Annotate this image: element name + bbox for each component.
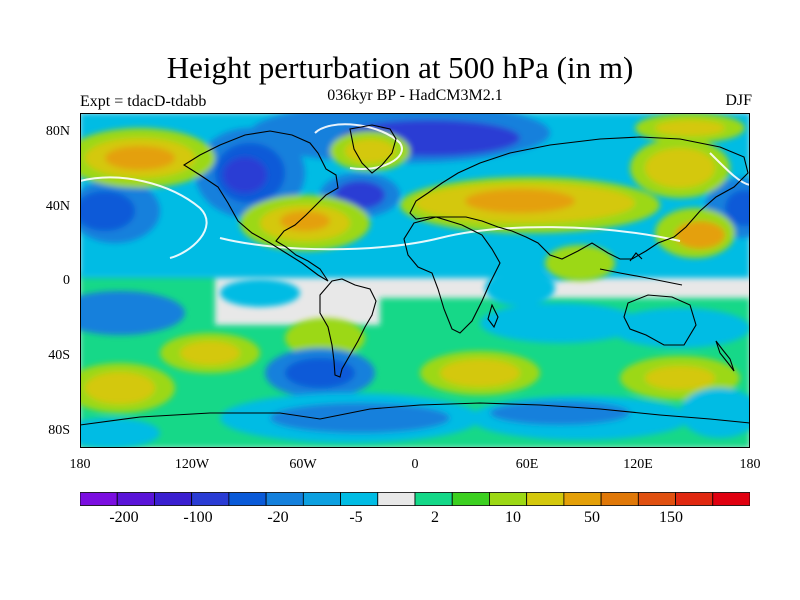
colorbar-swatch (80, 492, 118, 506)
contour-features (80, 113, 750, 448)
coastlines (80, 124, 750, 426)
colorbar-swatch (377, 492, 416, 506)
lat-label-80s: 80S (48, 423, 70, 438)
height-perturbation-map (80, 113, 750, 448)
lon-label-120w: 120W (174, 457, 210, 472)
season-label: DJF (725, 92, 752, 109)
colorbar-label: -5 (349, 509, 363, 526)
colorbar-swatch (340, 492, 379, 506)
colorbar-label: 10 (505, 509, 521, 526)
colorbar-label: -100 (183, 509, 213, 526)
lat-label-40n: 40N (45, 199, 70, 214)
colorbar-label: -20 (267, 509, 289, 526)
colorbar-swatch (414, 492, 453, 506)
colorbar-swatch (228, 492, 267, 506)
colorbar-swatch (563, 492, 602, 506)
lat-label-40s: 40S (48, 348, 70, 363)
colorbar-swatch (637, 492, 676, 506)
lon-label-60w: 60W (289, 457, 317, 472)
colorbar-label: 2 (431, 509, 439, 526)
experiment-label: Expt = tdacD-tdabb (80, 93, 207, 110)
colorbar-swatch (116, 492, 155, 506)
colorbar-swatch (302, 492, 341, 506)
lon-label-0: 0 (411, 457, 419, 472)
colorbar-swatch (489, 492, 528, 506)
colorbar (80, 492, 750, 506)
lon-label-180-west: 180 (69, 457, 91, 472)
colorbar-swatch (712, 492, 750, 506)
colorbar-swatch (526, 492, 565, 506)
colorbar-label: -200 (109, 509, 139, 526)
colorbar-label: 150 (659, 509, 683, 526)
lat-label-80n: 80N (45, 124, 70, 139)
colorbar-swatch (451, 492, 490, 506)
chart-title: Height perturbation at 500 hPa (in m) (166, 50, 634, 85)
lat-label-0: 0 (63, 273, 70, 288)
colorbar-swatch (265, 492, 304, 506)
colorbar-swatch (600, 492, 639, 506)
lon-label-120e: 120E (623, 457, 653, 472)
colorbar-swatch (191, 492, 230, 506)
colorbar-swatch (675, 492, 714, 506)
colorbar-label: 50 (584, 509, 600, 526)
lon-label-180-east: 180 (739, 457, 761, 472)
lon-label-60e: 60E (515, 457, 539, 472)
colorbar-swatch (154, 492, 193, 506)
chart-subtitle: 036kyr BP - HadCM3M2.1 (327, 87, 503, 104)
